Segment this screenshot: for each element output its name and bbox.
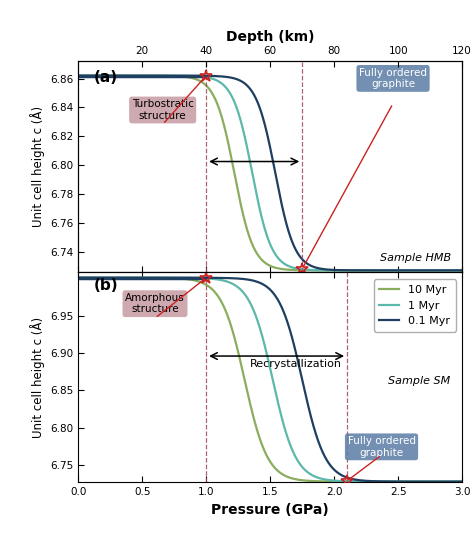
Text: Sample SM: Sample SM xyxy=(388,376,451,385)
Text: Fully ordered
graphite: Fully ordered graphite xyxy=(347,436,416,458)
Y-axis label: Unit cell height c (Å): Unit cell height c (Å) xyxy=(29,106,45,227)
Y-axis label: Unit cell height c (Å): Unit cell height c (Å) xyxy=(29,317,45,438)
Legend: 10 Myr, 1 Myr, 0.1 Myr: 10 Myr, 1 Myr, 0.1 Myr xyxy=(374,279,456,332)
Text: (b): (b) xyxy=(93,278,118,293)
X-axis label: Depth (km): Depth (km) xyxy=(226,30,314,44)
Text: Sample HMB: Sample HMB xyxy=(380,253,451,263)
Text: Fully ordered
graphite: Fully ordered graphite xyxy=(359,68,427,89)
Text: (a): (a) xyxy=(93,70,118,85)
Text: Recrystallization: Recrystallization xyxy=(250,359,342,369)
X-axis label: Pressure (GPa): Pressure (GPa) xyxy=(211,503,329,517)
Text: Turbostratic
structure: Turbostratic structure xyxy=(132,99,193,121)
Text: Amorphous
structure: Amorphous structure xyxy=(125,293,185,314)
